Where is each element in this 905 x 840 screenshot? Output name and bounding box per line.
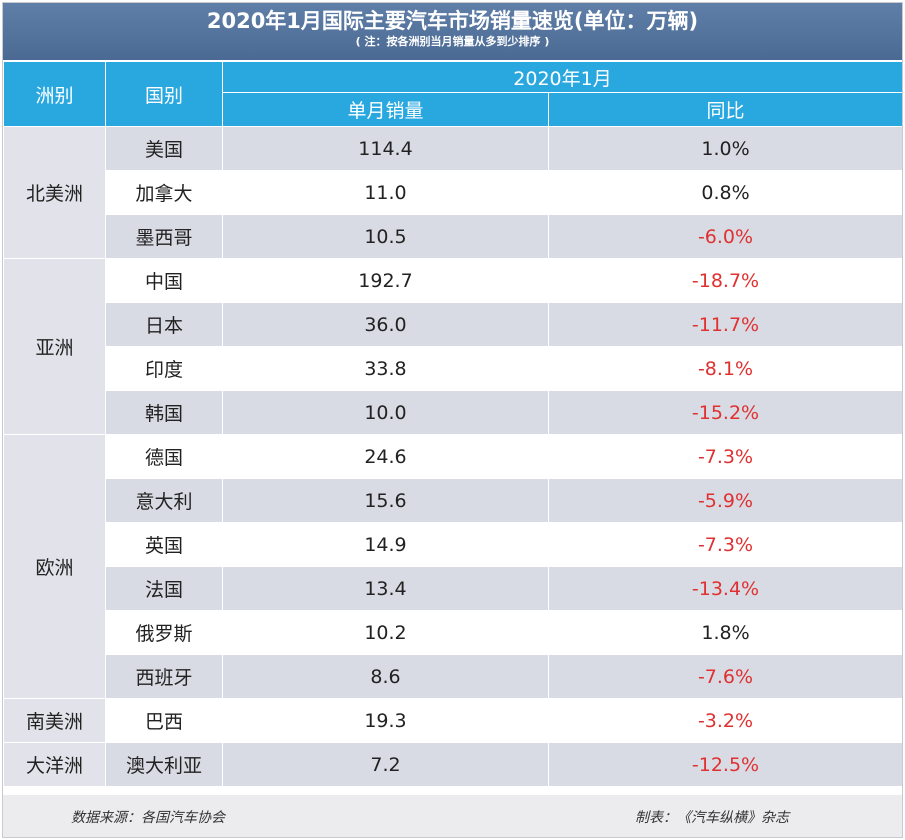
country-cell: 美国 <box>105 126 223 171</box>
sales-cell: 33.8 <box>222 346 549 391</box>
table-row: 南美洲 巴西 19.3 -3.2% <box>3 698 904 743</box>
sales-cell: 10.5 <box>222 214 549 259</box>
sales-cell: 114.4 <box>222 126 549 171</box>
sales-cell: 36.0 <box>222 302 549 347</box>
header-yoy: 同比 <box>547 92 904 127</box>
yoy-cell: -3.2% <box>547 698 904 743</box>
table-row: 法国 13.4 -13.4% <box>4 566 904 611</box>
table-row: 日本 36.0 -11.7% <box>4 302 904 347</box>
yoy-cell: -7.3% <box>547 434 904 479</box>
yoy-cell: -7.6% <box>547 654 904 699</box>
table-row: 欧洲 德国 24.6 -7.3% <box>3 434 904 699</box>
yoy-cell: -6.0% <box>547 214 904 259</box>
header-continent: 洲别 <box>3 61 106 127</box>
sales-cell: 10.2 <box>222 610 549 655</box>
country-cell: 德国 <box>105 434 223 479</box>
header-country: 国别 <box>105 61 223 127</box>
sales-cell: 15.6 <box>222 478 549 523</box>
data-source: 数据来源：各国汽车协会 <box>71 810 225 826</box>
table-row: 大洋洲 澳大利亚 7.2 -12.5% <box>3 742 904 787</box>
yoy-cell: 1.8% <box>547 610 904 655</box>
table-row: 加拿大 11.0 0.8% <box>4 170 904 215</box>
table-row: 意大利 15.6 -5.9% <box>4 478 904 523</box>
country-cell: 英国 <box>105 522 223 567</box>
yoy-cell: -5.9% <box>547 478 904 523</box>
sales-cell: 192.7 <box>222 258 549 303</box>
country-cell: 俄罗斯 <box>105 610 223 655</box>
yoy-cell: -11.7% <box>547 302 904 347</box>
yoy-cell: 1.0% <box>547 126 904 171</box>
country-cell: 西班牙 <box>105 654 223 699</box>
table-row: 亚洲 中国 192.7 -18.7% <box>3 258 904 435</box>
table-row: 北美洲 美国 114.4 1.0% <box>3 126 904 259</box>
table-row: 墨西哥 10.5 -6.0% <box>4 214 904 259</box>
sales-cell: 10.0 <box>222 390 549 435</box>
yoy-cell: -12.5% <box>547 742 904 787</box>
country-cell: 印度 <box>105 346 223 391</box>
sales-cell: 19.3 <box>222 698 549 743</box>
country-cell: 巴西 <box>105 698 223 743</box>
country-cell: 法国 <box>105 566 223 611</box>
country-cell: 日本 <box>105 302 223 347</box>
sales-cell: 13.4 <box>222 566 549 611</box>
table-row: 西班牙 8.6 -7.6% <box>4 654 904 699</box>
yoy-cell: -15.2% <box>547 390 904 435</box>
table-body: 北美洲 美国 114.4 1.0% 加拿大 11.0 0.8% 墨西哥 10.5 -6.0% 亚洲中… <box>3 126 904 787</box>
sales-cell: 7.2 <box>222 742 549 787</box>
country-cell: 澳大利亚 <box>105 742 223 787</box>
table-footer: 数据来源：各国汽车协会 制表：《汽车纵横》杂志 <box>3 795 902 837</box>
sales-cell: 14.9 <box>222 522 549 567</box>
country-cell: 韩国 <box>105 390 223 435</box>
table-row: 韩国 10.0 -15.2% <box>4 390 904 435</box>
table-maker: 制表：《汽车纵横》杂志 <box>635 810 789 826</box>
country-cell: 墨西哥 <box>105 214 223 259</box>
continent-cell: 北美洲 <box>3 126 106 259</box>
table-title: 2020年1月国际主要汽车市场销量速览(单位：万辆) <box>206 9 699 33</box>
table-note: ( 注：按各洲别当月销量从多到少排序 ) <box>355 35 550 48</box>
table-row: 印度 33.8 -8.1% <box>4 346 904 391</box>
yoy-cell: -13.4% <box>547 566 904 611</box>
continent-cell: 大洋洲 <box>3 742 106 787</box>
title-band: 2020年1月国际主要汽车市场销量速览(单位：万辆) ( 注：按各洲别当月销量从… <box>3 3 902 60</box>
continent-cell: 亚洲 <box>3 258 106 435</box>
continent-cell: 南美洲 <box>3 698 106 743</box>
country-cell: 意大利 <box>105 478 223 523</box>
table-row: 俄罗斯 10.2 1.8% <box>4 610 904 655</box>
sales-cell: 8.6 <box>222 654 549 699</box>
sales-cell: 11.0 <box>222 170 549 215</box>
sales-cell: 24.6 <box>222 434 549 479</box>
yoy-cell: -8.1% <box>547 346 904 391</box>
country-cell: 加拿大 <box>105 170 223 215</box>
header-sales: 单月销量 <box>222 92 549 127</box>
yoy-cell: -7.3% <box>547 522 904 567</box>
continent-cell: 欧洲 <box>3 434 106 699</box>
yoy-cell: 0.8% <box>547 170 904 215</box>
sales-table: 洲别 国别 2020年1月 单月销量 同比 北美洲 美国 114.4 1.0% 加拿大 1… <box>3 61 904 787</box>
yoy-cell: -18.7% <box>547 258 904 303</box>
country-cell: 中国 <box>105 258 223 303</box>
header-period: 2020年1月 <box>221 61 904 93</box>
table-row: 英国 14.9 -7.3% <box>4 522 904 567</box>
